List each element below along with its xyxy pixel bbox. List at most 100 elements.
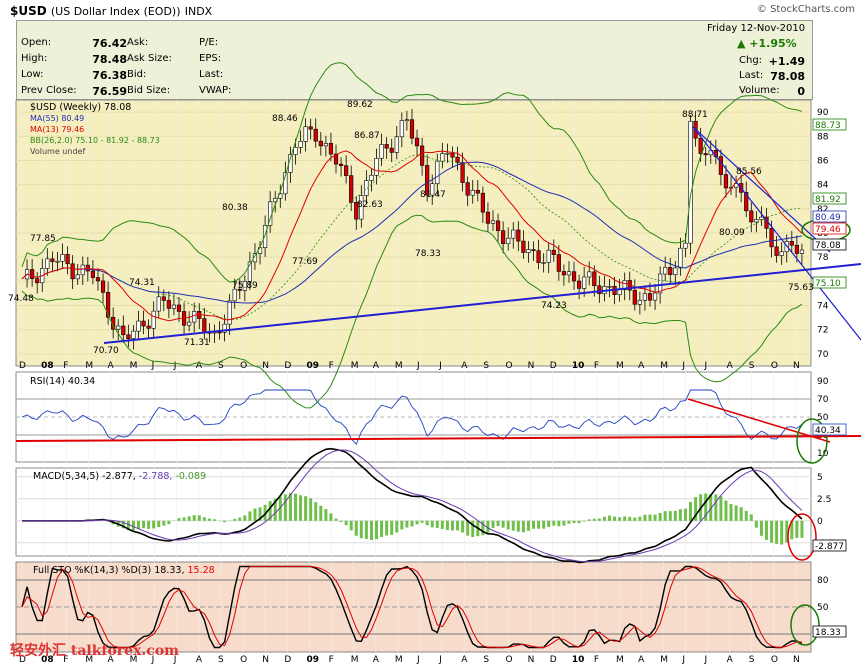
macd-hist	[243, 515, 247, 521]
macd-hist	[385, 520, 389, 536]
sto-legend-part: Full STO %K(14,3) %D(3) 18.33,	[33, 565, 184, 576]
price-annotation: 78.33	[415, 249, 441, 259]
rsi-tick: 90	[817, 377, 829, 387]
price-label: 75.10	[815, 279, 841, 289]
price-label-box	[812, 118, 847, 131]
candle-body	[318, 140, 323, 147]
x-tick: J	[416, 361, 420, 371]
macd-hist	[339, 520, 343, 523]
price-label-box	[812, 210, 847, 223]
x-tick: 09	[306, 655, 319, 665]
macd-hist	[714, 494, 718, 521]
candle-body	[526, 249, 531, 253]
macd-hist	[633, 517, 637, 521]
candle-body	[435, 160, 440, 185]
candle-body	[582, 276, 587, 289]
x-tick: M	[351, 361, 359, 371]
candle-body	[55, 260, 60, 263]
macd-hist	[445, 520, 449, 531]
macd-hist	[577, 520, 581, 524]
candle-body	[364, 180, 369, 196]
macd-hist	[197, 515, 201, 521]
candle-body	[698, 137, 703, 154]
quote-label: Low:	[21, 69, 44, 80]
macd-hist	[314, 502, 318, 521]
candle-body	[622, 280, 627, 291]
candle-body	[399, 120, 404, 138]
macd-hist	[400, 520, 404, 530]
x-tick: F	[329, 655, 334, 665]
macd-hist	[613, 516, 617, 521]
candle-body	[237, 288, 242, 291]
macd-hist	[380, 520, 384, 537]
x-tick: A	[196, 361, 203, 371]
macd-hist	[587, 519, 591, 521]
macd-hist	[800, 520, 804, 538]
candle-body	[166, 300, 171, 309]
candle-body	[632, 289, 637, 305]
candle-body	[769, 228, 774, 248]
macd-tick: 5	[817, 473, 823, 483]
macd-hist	[754, 520, 758, 528]
macd-hist	[157, 520, 161, 528]
x-tick: J	[438, 361, 442, 371]
x-tick: F	[63, 361, 68, 371]
quote-label: P/E:	[199, 37, 219, 48]
sto-ellipse	[790, 604, 820, 646]
x-tick: F	[329, 361, 334, 371]
macd-hist	[131, 520, 135, 531]
candle-body	[576, 280, 582, 289]
macd-hist	[258, 507, 262, 521]
price-annotation: 75.63	[788, 283, 814, 293]
price-label: 79.46	[815, 225, 841, 235]
quote-date: Friday 12-Nov-2010	[707, 23, 806, 34]
macd-hist	[121, 520, 125, 529]
price-annotation: 89.62	[347, 100, 373, 110]
x-tick: A	[107, 655, 114, 665]
candle-body	[663, 267, 668, 275]
macd-hist	[152, 520, 156, 529]
macd-hist	[638, 516, 642, 521]
macd-hist	[623, 516, 627, 521]
x-tick: F	[594, 655, 599, 665]
macd-value: -2.877	[815, 542, 844, 552]
macd-hist	[572, 520, 576, 524]
macd-hist	[268, 501, 272, 521]
macd-hist	[532, 520, 536, 529]
macd-hist	[147, 520, 151, 529]
candle-body	[511, 229, 516, 239]
macd-hist	[440, 520, 444, 529]
macd-hist	[167, 520, 171, 525]
candle-body	[232, 288, 237, 302]
x-tick: D	[550, 361, 557, 371]
x-tick: M	[351, 655, 359, 665]
candle-body	[90, 270, 96, 278]
candle-body	[111, 316, 116, 330]
macd-hist	[724, 500, 728, 521]
macd-hist	[253, 508, 257, 521]
price-annotation: 74.48	[8, 294, 34, 304]
candle-body	[126, 334, 131, 339]
macd-tick: 0	[817, 517, 823, 527]
sto-tick: 50	[817, 603, 829, 613]
candle-body	[176, 304, 182, 312]
rsi-panel	[15, 371, 812, 463]
price-annotation: 88.46	[272, 114, 298, 124]
macd-hist	[354, 520, 358, 536]
candle-body	[723, 174, 729, 189]
rsi-ellipse	[796, 418, 828, 464]
quote-label: Bid Size:	[127, 85, 171, 96]
candle-body	[303, 126, 308, 142]
candle-body	[495, 220, 501, 232]
rsi-tick: 70	[817, 395, 829, 405]
sto-value: 18.33	[815, 628, 841, 638]
candle-body	[759, 216, 764, 220]
x-tick: M	[395, 361, 403, 371]
footer-watermark: 轻安外汇 talkforex.com	[10, 643, 179, 659]
candle-body	[658, 273, 663, 294]
macd-hist	[582, 520, 586, 522]
macd-hist	[683, 508, 687, 521]
quote-label: VWAP:	[199, 85, 232, 96]
macd-hist	[501, 520, 505, 528]
candle-body	[171, 304, 177, 309]
